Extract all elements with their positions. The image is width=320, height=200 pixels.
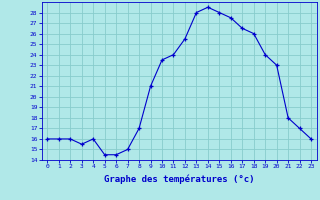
- X-axis label: Graphe des températures (°c): Graphe des températures (°c): [104, 175, 254, 184]
